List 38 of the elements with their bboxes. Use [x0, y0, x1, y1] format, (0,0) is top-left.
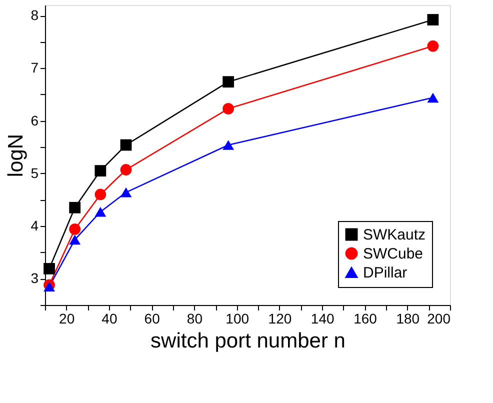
x-tick-label: 120 [268, 310, 292, 326]
legend-label: SWCube [363, 246, 424, 262]
point [120, 164, 132, 176]
x-tick-label: 180 [396, 310, 420, 326]
point [69, 234, 81, 245]
legend-label: DPillar [363, 264, 408, 282]
point [427, 92, 439, 103]
point [222, 140, 234, 150]
point [222, 102, 234, 114]
point [69, 202, 81, 214]
legend-label: SWKautz [363, 226, 426, 244]
x-tick-label: 40 [102, 310, 118, 326]
x-tick-label: 100 [226, 310, 250, 326]
x-tick-label: 20 [59, 310, 75, 326]
point [427, 14, 439, 26]
point [222, 76, 234, 88]
point [94, 165, 106, 176]
x-axis-title: switch port number n [150, 330, 346, 352]
point [44, 282, 55, 292]
y-tick-label: 4 [30, 218, 39, 234]
point [427, 40, 439, 52]
y-tick-label: 6 [30, 112, 39, 128]
x-tick-label: 200 [427, 310, 451, 326]
y-axis-title: logN [4, 134, 28, 178]
point [120, 139, 132, 151]
point [69, 224, 81, 235]
point [94, 206, 106, 217]
x-tick-label: 60 [144, 310, 160, 326]
point [120, 187, 132, 198]
x-tick-label: 140 [310, 310, 334, 326]
y-tick-label: 3 [30, 270, 39, 286]
y-tick-label: 7 [30, 60, 39, 76]
x-tick-label: 80 [186, 310, 203, 326]
y-tick-label: 8 [30, 7, 39, 24]
x-tick-label: 160 [354, 310, 378, 326]
point [44, 262, 55, 274]
point [94, 188, 106, 200]
y-tick-label: 5 [30, 164, 39, 181]
